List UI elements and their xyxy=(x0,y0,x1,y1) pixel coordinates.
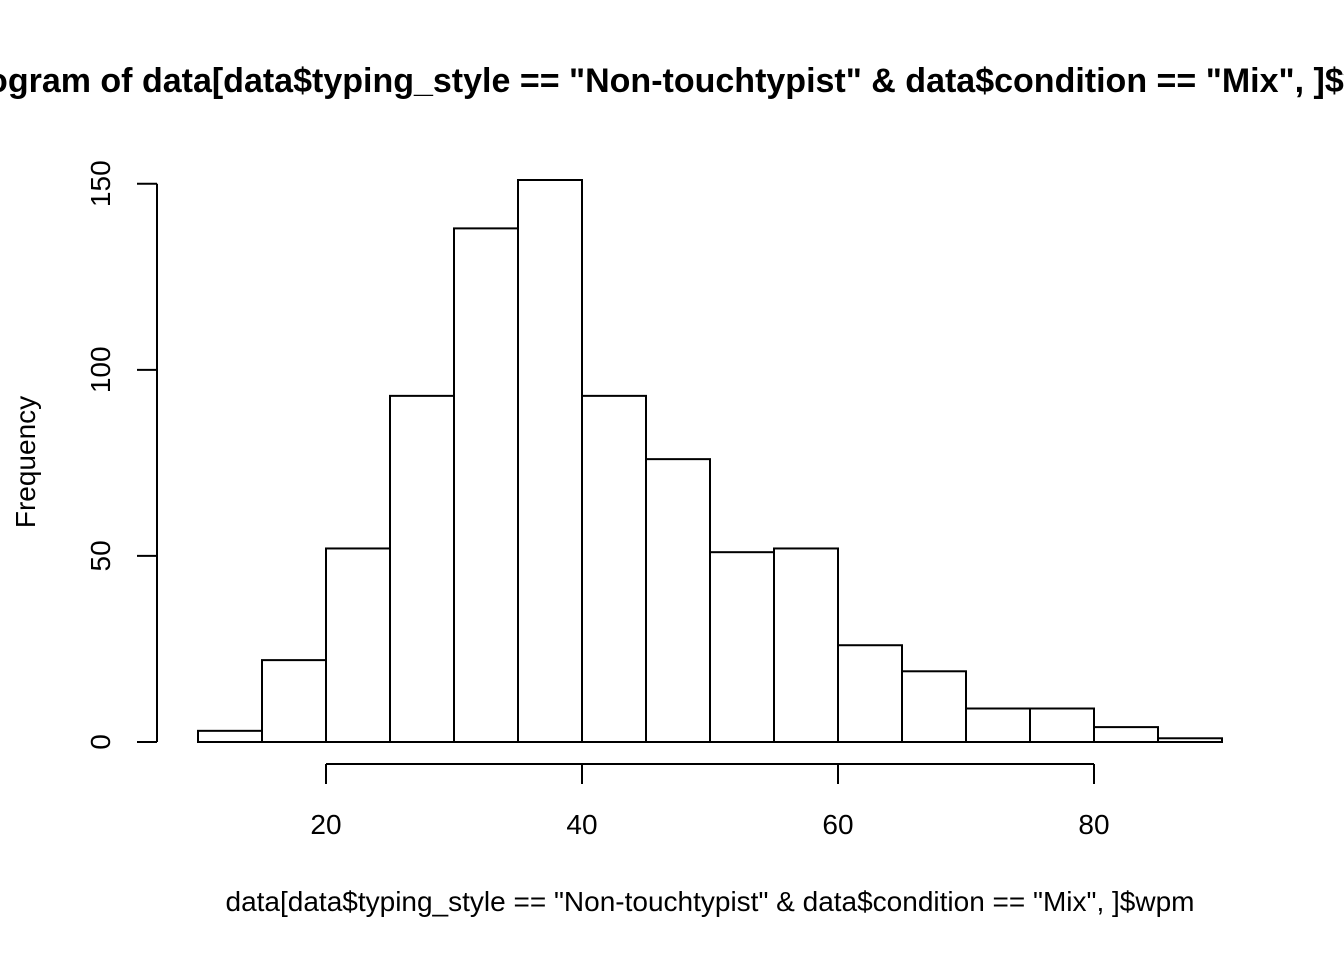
histogram-bar xyxy=(1157,737,1223,743)
histogram-bar xyxy=(261,659,327,743)
histogram-bar xyxy=(197,729,263,743)
histogram-bar xyxy=(901,670,967,744)
histogram-bar xyxy=(645,458,711,743)
chart-title: Histogram of data[data$typing_style == "… xyxy=(0,62,1344,100)
y-tick-label: 50 xyxy=(85,540,116,571)
histogram-bar xyxy=(837,644,903,744)
histogram-bar xyxy=(965,707,1031,743)
histogram-bar xyxy=(517,179,583,743)
x-tick-label: 40 xyxy=(566,809,597,840)
histogram-bar xyxy=(1029,707,1095,743)
x-tick-label: 60 xyxy=(822,809,853,840)
histogram-bar xyxy=(325,547,391,743)
bars-group xyxy=(197,179,1223,744)
histogram-bar xyxy=(389,394,455,743)
histogram-bar xyxy=(1093,726,1159,744)
x-axis-label: data[data$typing_style == "Non-touchtypi… xyxy=(226,886,1195,917)
x-tick-label: 80 xyxy=(1078,809,1109,840)
x-tick-label: 20 xyxy=(310,809,341,840)
histogram-bar xyxy=(581,394,647,743)
histogram-bar xyxy=(453,227,519,744)
y-tick-label: 0 xyxy=(85,734,116,750)
histogram-bar xyxy=(709,551,775,743)
y-axis: 0 50 100 150 xyxy=(85,160,158,750)
y-tick-label: 100 xyxy=(85,346,116,393)
y-axis-label: Frequency xyxy=(10,396,41,528)
y-tick-label: 150 xyxy=(85,160,116,207)
x-axis: 20 40 60 80 xyxy=(310,763,1110,840)
histogram-bar xyxy=(773,547,839,743)
